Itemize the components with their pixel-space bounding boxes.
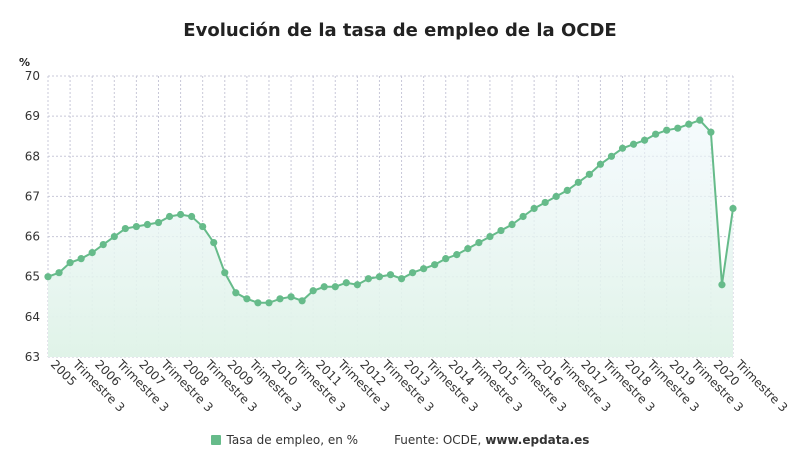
data-point	[154, 218, 163, 227]
y-tick-label: 68	[25, 149, 40, 163]
data-point	[265, 299, 273, 307]
data-point	[88, 249, 96, 257]
data-point	[66, 259, 74, 267]
data-point	[188, 212, 196, 221]
data-point	[386, 271, 395, 279]
data-point	[563, 186, 571, 195]
data-point	[199, 222, 207, 231]
data-point	[77, 255, 85, 263]
y-tick-label: 70	[25, 69, 40, 83]
data-point	[607, 152, 616, 160]
y-tick-label: 66	[25, 230, 40, 244]
data-point	[99, 241, 107, 249]
data-point	[309, 287, 317, 295]
data-point	[652, 130, 660, 138]
data-point	[729, 204, 737, 213]
data-point	[442, 255, 450, 263]
data-point	[641, 136, 649, 144]
data-point	[519, 212, 527, 221]
data-point	[55, 269, 63, 277]
data-point	[574, 178, 582, 186]
y-axis-unit: %	[19, 56, 30, 69]
data-point	[486, 232, 494, 241]
data-point	[165, 212, 174, 221]
data-point	[475, 238, 483, 247]
data-point	[552, 192, 560, 201]
data-point	[397, 275, 406, 283]
data-point	[254, 299, 262, 307]
chart-footer: Tasa de empleo, en % Fuente: OCDE, www.e…	[0, 433, 800, 447]
data-point	[276, 295, 284, 303]
data-point	[353, 281, 361, 289]
y-tick-label: 64	[25, 310, 40, 324]
y-tick-label: 69	[25, 109, 40, 123]
data-point	[342, 279, 350, 287]
series-area	[48, 120, 733, 357]
data-point	[232, 289, 240, 297]
data-point	[431, 261, 439, 269]
data-point	[44, 273, 52, 281]
source-value: www.epdata.es	[485, 433, 590, 447]
chart-title: Evolución de la tasa de empleo de la OCD…	[183, 20, 617, 41]
data-point	[420, 265, 428, 273]
data-point	[132, 222, 140, 231]
data-point	[210, 238, 218, 247]
data-point	[298, 297, 306, 305]
data-point	[320, 283, 328, 291]
data-point	[497, 226, 505, 235]
data-point	[110, 232, 118, 241]
data-point	[375, 273, 384, 281]
data-point	[696, 116, 704, 124]
data-point	[674, 124, 682, 132]
legend-swatch	[210, 435, 221, 445]
data-point	[718, 281, 726, 289]
data-point	[176, 210, 185, 219]
legend-label: Tasa de empleo, en %	[226, 433, 359, 447]
data-point	[287, 293, 295, 301]
data-point	[508, 220, 516, 229]
source-label: Fuente: OCDE,	[394, 433, 482, 447]
y-tick-label: 63	[25, 350, 40, 364]
data-point	[541, 198, 549, 207]
data-point	[364, 275, 372, 283]
data-point	[618, 144, 627, 152]
data-point	[453, 251, 461, 259]
legend: Tasa de empleo, en %	[210, 433, 359, 447]
y-tick-label: 67	[25, 189, 40, 203]
data-point	[629, 140, 638, 148]
data-point	[585, 170, 593, 178]
data-point	[243, 295, 251, 303]
data-point	[143, 220, 152, 229]
data-point	[221, 269, 229, 277]
data-point	[530, 204, 538, 213]
data-point	[663, 126, 671, 134]
data-point	[409, 269, 417, 277]
y-tick-label: 65	[25, 270, 40, 284]
data-point	[685, 120, 693, 128]
data-point	[596, 160, 605, 168]
data-point	[121, 224, 129, 233]
data-point	[707, 128, 715, 136]
data-point	[331, 283, 339, 291]
data-point	[464, 245, 472, 253]
